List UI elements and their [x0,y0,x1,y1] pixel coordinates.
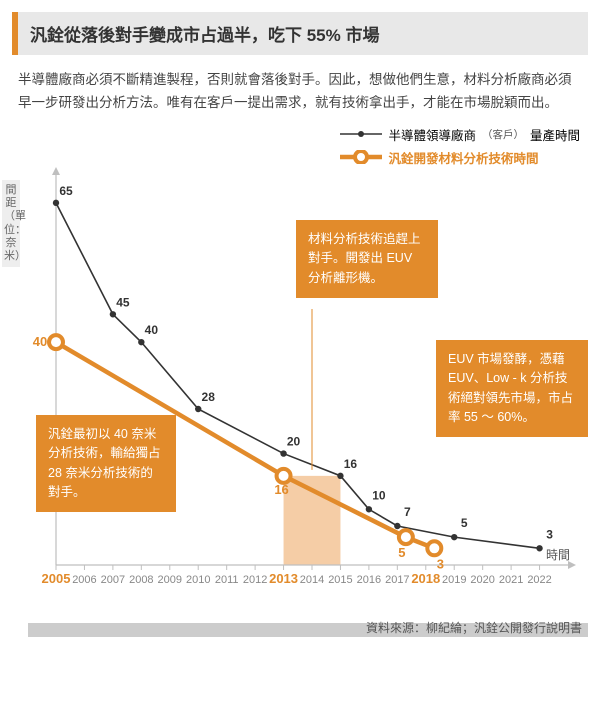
svg-text:7: 7 [404,505,411,519]
svg-text:2011: 2011 [215,574,239,586]
svg-text:2012: 2012 [243,574,267,586]
annotation-2005: 汎銓最初以 40 奈米分析技術，輸給獨占 28 奈米分析技術的對手。 [36,415,176,513]
svg-text:2018: 2018 [411,571,440,586]
chart-area: 半導體領導廠商 （客戶） 量產時間 汎銓開發材料分析技術時間 20052006 20… [28,125,588,615]
legend-line-black-icon [340,128,382,140]
svg-text:16: 16 [344,457,358,471]
y-axis-label: 間距（單位：奈米） [2,180,20,267]
svg-text:40: 40 [145,323,159,337]
legend-series-orange: 汎銓開發材料分析技術時間 [340,148,580,167]
svg-text:2020: 2020 [470,574,494,586]
svg-text:時間: 時間 [546,548,570,562]
svg-text:5: 5 [461,516,468,530]
footer-source: 資料來源：柳紀綸；汎銓公開發行說明書 [28,621,588,635]
svg-text:2005: 2005 [42,571,71,586]
legend-series-black: 半導體領導廠商 （客戶） 量產時間 [340,125,580,144]
svg-text:20: 20 [287,434,301,448]
svg-text:2015: 2015 [328,574,352,586]
legend-label-2: 汎銓開發材料分析技術時間 [388,148,538,167]
svg-text:3: 3 [546,527,553,541]
svg-text:2019: 2019 [442,574,466,586]
title-bar: 汎銓從落後對手變成市占過半，吃下 55% 市場 [12,12,588,55]
svg-text:2009: 2009 [158,574,182,586]
chart-title: 汎銓從落後對手變成市占過半，吃下 55% 市場 [18,12,391,55]
svg-text:2017: 2017 [385,574,409,586]
svg-text:2022: 2022 [527,574,551,586]
legend-label-1a: 半導體領導廠商 [388,125,476,144]
svg-text:5: 5 [398,545,405,560]
svg-text:2021: 2021 [499,574,523,586]
svg-text:2013: 2013 [269,571,298,586]
svg-text:10: 10 [372,488,386,502]
intro-paragraph: 半導體廠商必須不斷精進製程，否則就會落後對手。因此，想做他們生意，材料分析廠商必… [18,69,582,115]
svg-text:65: 65 [59,184,73,198]
svg-text:2007: 2007 [101,574,125,586]
svg-text:45: 45 [116,295,130,309]
svg-text:2016: 2016 [357,574,381,586]
legend-line-orange-icon [340,150,382,164]
legend-label-1b: （客戶） [482,127,524,142]
svg-text:2008: 2008 [129,574,153,586]
svg-text:2010: 2010 [186,574,210,586]
svg-text:2006: 2006 [72,574,96,586]
svg-text:28: 28 [202,390,216,404]
svg-text:3: 3 [437,556,444,571]
footer: 資料來源：柳紀綸；汎銓公開發行說明書 [28,623,588,635]
legend-label-1c: 量產時間 [530,125,580,144]
svg-text:16: 16 [274,482,288,497]
figure-root: 汎銓從落後對手變成市占過半，吃下 55% 市場 半導體廠商必須不斷精進製程，否則… [0,12,600,635]
annotation-2013: 材料分析技術追趕上對手。開發出 EUV 分析離形機。 [296,220,438,298]
annotation-2018: EUV 市場發酵，憑藉 EUV、Low - k 分析技術絕對領先市場，市占率 5… [436,340,588,438]
svg-text:40: 40 [33,334,47,349]
legend: 半導體領導廠商 （客戶） 量產時間 汎銓開發材料分析技術時間 [340,125,580,171]
svg-text:2014: 2014 [300,574,324,586]
